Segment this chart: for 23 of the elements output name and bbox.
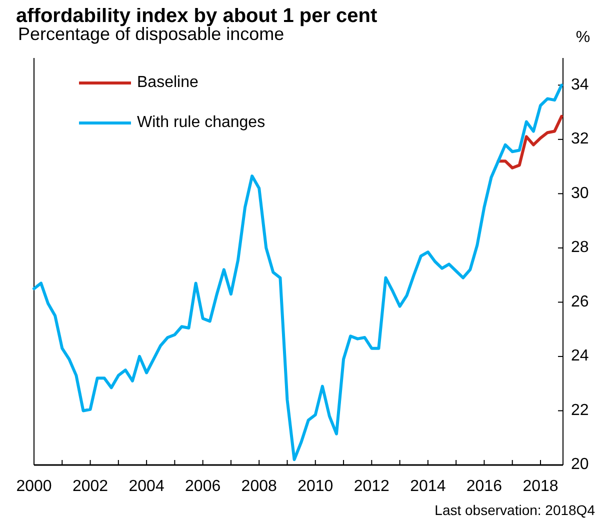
x-tick-label: 2014 (410, 478, 446, 495)
y-tick-label: 24 (571, 348, 589, 365)
x-tick-label: 2008 (241, 478, 278, 495)
legend-label: Baseline (137, 74, 198, 92)
y-axis-title: % (576, 29, 590, 46)
line-series (496, 114, 564, 170)
y-tick-label: 26 (571, 293, 589, 310)
y-tick-label: 34 (571, 76, 589, 94)
x-tick-label: 2002 (72, 478, 108, 495)
legend-label: With rule changes (137, 114, 266, 132)
y-tick-label: 20 (571, 456, 589, 474)
text: Last observation: 2018Q4 (434, 502, 596, 518)
x-tick-label: 2000 (16, 478, 52, 495)
x-tick-label: 2006 (185, 478, 221, 495)
x-tick-label: 2010 (298, 478, 334, 495)
y-tick-label: 32 (571, 130, 589, 148)
x-tick-label: 2004 (128, 478, 164, 495)
y-tick-label: 30 (571, 184, 589, 202)
x-tick-label: 2016 (466, 478, 502, 495)
x-tick-label: 2012 (354, 478, 390, 495)
y-tick-label: 22 (571, 402, 589, 419)
y-tick-label: 28 (571, 239, 589, 256)
x-tick-label: 2018 (522, 478, 558, 495)
